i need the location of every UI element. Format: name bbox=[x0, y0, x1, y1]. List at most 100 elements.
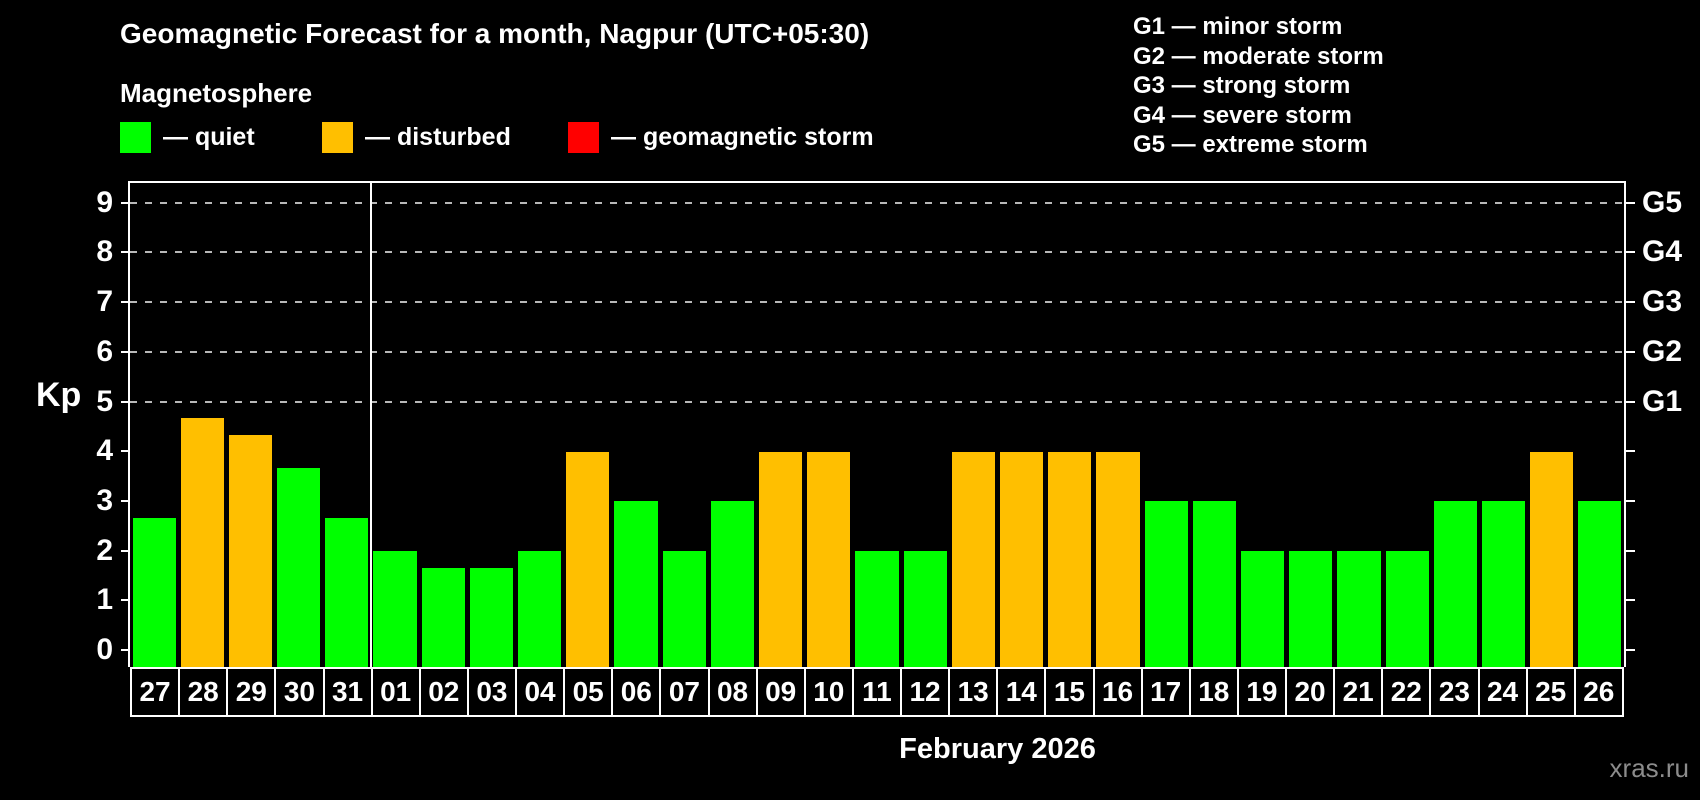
kp-axis-title: Kp bbox=[36, 376, 82, 414]
kp-bar-day-29 bbox=[228, 435, 273, 667]
legend-label: — geomagnetic storm bbox=[611, 122, 874, 151]
g-axis-tick-9 bbox=[1626, 201, 1635, 204]
kp-bar-day-12 bbox=[903, 551, 947, 667]
date-cell-03: 03 bbox=[467, 668, 516, 716]
plot-border-right bbox=[1624, 181, 1626, 667]
g-axis-tick-8 bbox=[1626, 251, 1635, 254]
date-cell-21: 21 bbox=[1334, 668, 1383, 716]
kp-bar-day-28 bbox=[180, 418, 224, 667]
gridline-kp7 bbox=[130, 301, 1624, 304]
g-axis-tick-2 bbox=[1626, 549, 1635, 552]
kp-bar-day-23 bbox=[1433, 501, 1477, 667]
kp-bar-day-08 bbox=[710, 501, 754, 667]
date-axis-row: 27 28 29 30 31 01 02 03 04 05 06 07 08 09 10 11 12 13 14 15… bbox=[130, 667, 1624, 717]
kp-bar-day-14 bbox=[999, 451, 1044, 667]
kp-bar-day-07 bbox=[662, 551, 706, 667]
date-cell-28: 28 bbox=[179, 668, 228, 716]
storm-scale-line-1: G1 — minor storm bbox=[1133, 13, 1343, 40]
chart-title: Geomagnetic Forecast for a month, Nagpur… bbox=[120, 18, 870, 49]
kp-bar-day-25 bbox=[1530, 451, 1574, 667]
month-separator-line bbox=[369, 183, 372, 667]
kp-tick-8 bbox=[121, 251, 130, 254]
kp-tick-7 bbox=[121, 301, 130, 304]
date-cell-02: 02 bbox=[419, 668, 468, 716]
gridline-kp9 bbox=[130, 201, 1624, 204]
kp-bar-day-09 bbox=[759, 451, 803, 667]
kp-tick-label-9: 9 bbox=[96, 185, 113, 219]
kp-tick-label-2: 2 bbox=[96, 533, 113, 567]
kp-tick-label-5: 5 bbox=[96, 384, 113, 418]
gridline-kp6 bbox=[130, 350, 1624, 353]
kp-tick-label-0: 0 bbox=[96, 633, 113, 666]
date-cell-11: 11 bbox=[852, 668, 901, 716]
g-axis-tick-7 bbox=[1626, 301, 1635, 304]
kp-bar-day-05 bbox=[566, 451, 610, 667]
date-cell-19: 19 bbox=[1237, 668, 1286, 716]
date-cell-31: 31 bbox=[323, 668, 372, 716]
watermark: xras.ru bbox=[1609, 753, 1689, 783]
kp-tick-4 bbox=[121, 450, 130, 453]
kp-bar-day-19 bbox=[1240, 551, 1285, 667]
g-scale-label-G2: G2 bbox=[1642, 334, 1683, 368]
legend-item-quiet: — quiet bbox=[120, 120, 255, 154]
storm-scale-legend: G1 — minor storm G2 — moderate storm G3 — … bbox=[1133, 12, 1384, 160]
plot-area bbox=[130, 183, 1624, 667]
kp-tick-6 bbox=[121, 350, 130, 353]
plot-border-left bbox=[128, 181, 130, 667]
kp-tick-5 bbox=[121, 400, 130, 403]
kp-bar-day-15 bbox=[1048, 451, 1092, 667]
date-cell-26: 26 bbox=[1574, 668, 1623, 716]
date-cell-08: 08 bbox=[708, 668, 757, 716]
legend-item-geomagnetic-storm: — geomagnetic storm bbox=[568, 120, 874, 154]
date-cell-18: 18 bbox=[1189, 668, 1238, 716]
kp-bar-day-06 bbox=[614, 501, 658, 667]
date-cell-20: 20 bbox=[1286, 668, 1335, 716]
kp-tick-3 bbox=[121, 499, 130, 502]
date-cell-17: 17 bbox=[1141, 668, 1190, 716]
kp-bar-day-11 bbox=[855, 551, 899, 667]
kp-bar-day-20 bbox=[1289, 551, 1333, 667]
date-cell-14: 14 bbox=[997, 668, 1046, 716]
kp-tick-label-8: 8 bbox=[96, 235, 113, 269]
kp-bar-day-18 bbox=[1192, 501, 1236, 667]
gridline-kp5 bbox=[130, 400, 1624, 403]
g-axis-tick-1 bbox=[1626, 599, 1635, 602]
kp-bar-day-01 bbox=[373, 551, 417, 667]
date-cell-04: 04 bbox=[516, 668, 565, 716]
storm-scale-line-2: G2 — moderate storm bbox=[1133, 42, 1384, 70]
date-cell-16: 16 bbox=[1093, 668, 1142, 716]
month-label: February 2026 bbox=[899, 733, 1096, 765]
chart-subtitle: Magnetosphere bbox=[120, 78, 313, 108]
kp-bar-day-21 bbox=[1337, 551, 1381, 667]
kp-tick-label-3: 3 bbox=[96, 483, 113, 517]
kp-tick-label-7: 7 bbox=[96, 285, 113, 319]
kp-bar-day-30 bbox=[277, 468, 321, 667]
storm-scale-line-4: G4 — severe storm bbox=[1133, 101, 1352, 129]
kp-tick-1 bbox=[121, 599, 130, 602]
disturbed-swatch bbox=[322, 121, 353, 153]
date-cell-24: 24 bbox=[1478, 668, 1527, 716]
date-cell-22: 22 bbox=[1382, 668, 1431, 716]
g-axis-tick-5 bbox=[1626, 400, 1635, 403]
kp-bar-day-24 bbox=[1481, 501, 1526, 667]
g-axis-tick-3 bbox=[1626, 499, 1635, 502]
date-cell-10: 10 bbox=[804, 668, 853, 716]
g-axis-tick-4 bbox=[1626, 450, 1635, 453]
date-cell-27: 27 bbox=[131, 668, 180, 716]
g-axis-tick-0 bbox=[1626, 649, 1635, 651]
kp-bar-day-16 bbox=[1096, 451, 1140, 667]
quiet-swatch bbox=[120, 121, 151, 153]
date-cell-30: 30 bbox=[275, 668, 324, 716]
kp-tick-label-4: 4 bbox=[96, 434, 113, 468]
kp-bar-day-10 bbox=[807, 451, 851, 667]
g-axis-tick-6 bbox=[1626, 350, 1635, 353]
g-scale-label-G5: G5 bbox=[1642, 185, 1683, 219]
g-scale-label-G4: G4 bbox=[1642, 235, 1683, 269]
kp-bar-day-17 bbox=[1144, 501, 1188, 667]
kp-bar-day-27 bbox=[132, 517, 176, 667]
date-cell-13: 13 bbox=[949, 668, 998, 716]
legend-label: — quiet bbox=[163, 122, 255, 151]
date-cell-15: 15 bbox=[1045, 668, 1094, 716]
legend-item-disturbed: — disturbed bbox=[322, 120, 511, 154]
